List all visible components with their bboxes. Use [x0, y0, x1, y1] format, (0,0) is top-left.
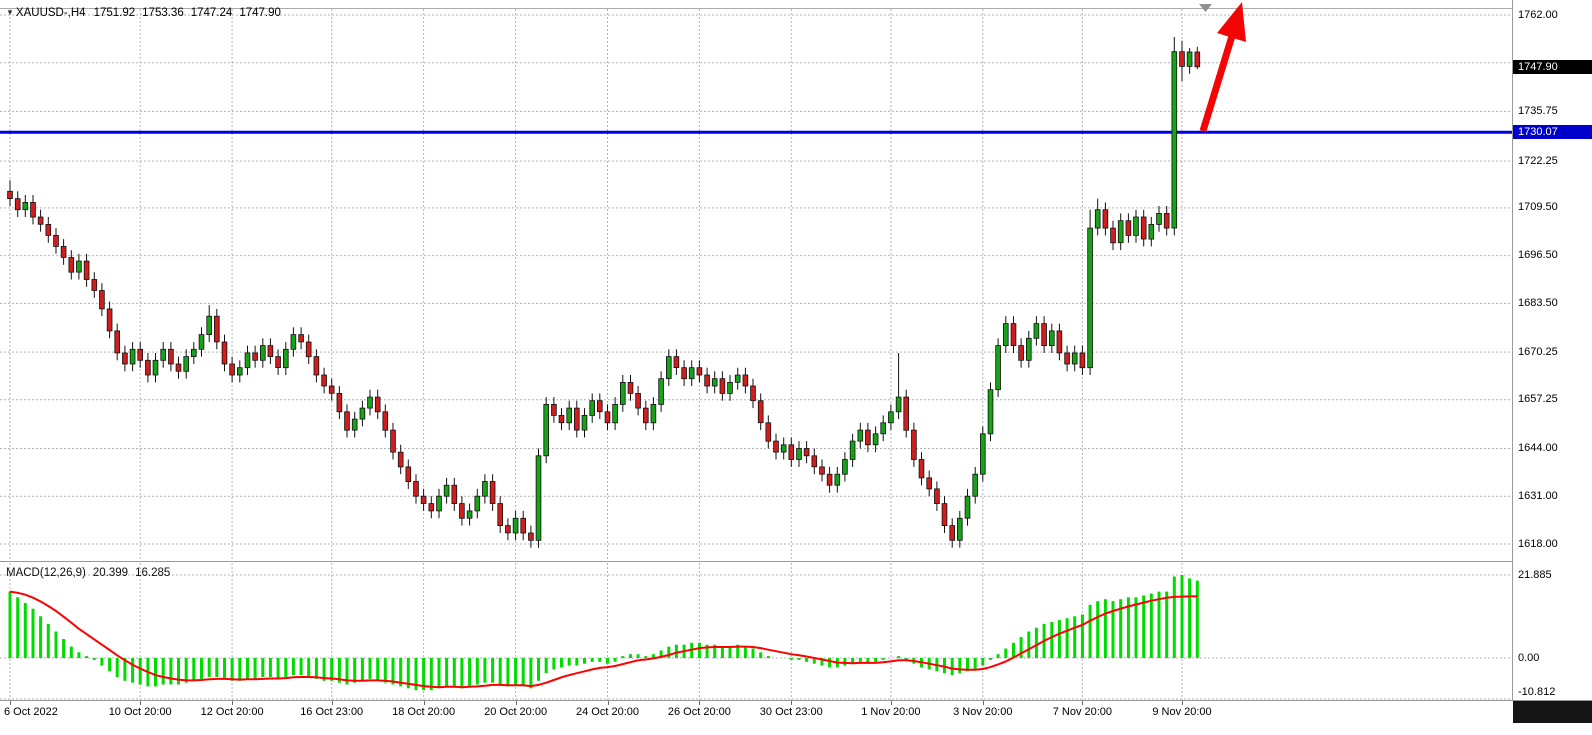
time-axis[interactable]: 6 Oct 2022 10 Oct 20:00 12 Oct 20:00 16 Oct… [0, 700, 1592, 723]
panel-separator[interactable] [0, 561, 1592, 562]
time-axis-label: 10 Oct 20:00 [108, 706, 172, 718]
time-axis-label: 9 Nov 20:00 [1152, 706, 1212, 718]
price-gridlines [0, 14, 1512, 545]
time-axis-tick [1082, 701, 1084, 705]
price-axis-label: 1722.25 [1518, 154, 1558, 167]
ohlc-low-value: 1747.24 [190, 7, 233, 19]
price-axis-label: 1709.50 [1518, 201, 1558, 214]
macd-axis-label: 0.00 [1518, 651, 1540, 664]
chart-frame-line [0, 8, 1592, 9]
chart-shift-marker-icon[interactable] [1199, 4, 1212, 12]
time-axis-label: 6 Oct 2022 [4, 706, 58, 718]
main-chart-area[interactable] [0, 0, 1512, 562]
time-axis-tick [232, 701, 234, 705]
time-axis-tick [423, 701, 425, 705]
time-axis-label: 24 Oct 20:00 [576, 706, 639, 718]
price-axis-label: 1657.25 [1518, 393, 1558, 406]
macd-gridlines [0, 563, 1512, 700]
time-axis-tick [10, 701, 11, 705]
time-axis-tick [791, 701, 793, 705]
axis-corner [1513, 701, 1592, 723]
macd-histogram [8, 575, 1199, 691]
price-axis-label: 1618.00 [1518, 537, 1558, 550]
time-axis-label: 16 Oct 23:00 [300, 706, 364, 718]
time-gridlines [9, 9, 1183, 562]
symbol-timeframe-label: XAUUSD-,H4 [15, 7, 86, 19]
macd-axis-label: 21.885 [1518, 568, 1552, 581]
macd-main-value: 20.399 [92, 567, 129, 579]
current-price-tag: 1747.90 [1513, 59, 1592, 74]
price-axis-label: 1683.50 [1518, 296, 1558, 309]
time-axis-tick [607, 701, 609, 705]
time-axis-tick [890, 701, 892, 705]
time-axis-label: 20 Oct 20:00 [484, 706, 548, 718]
time-axis-tick [515, 701, 517, 705]
price-axis-label: 1735.75 [1518, 104, 1558, 117]
time-axis-tick [1182, 701, 1183, 705]
chevron-down-icon[interactable]: ▼ [6, 8, 14, 17]
macd-signal-line [9, 590, 1198, 689]
trend-arrow[interactable] [1199, 2, 1246, 133]
price-axis-label: 1696.50 [1518, 249, 1558, 262]
price-axis-label: 1762.00 [1518, 8, 1558, 21]
macd-indicator-panel[interactable] [0, 563, 1512, 700]
price-axis-label: 1644.00 [1518, 442, 1558, 454]
time-axis-label: 26 Oct 20:00 [667, 706, 731, 718]
time-axis-label: 3 Nov 20:00 [953, 706, 1013, 718]
time-axis-label: 12 Oct 20:00 [200, 706, 264, 718]
candlestick-series [7, 37, 1201, 548]
macd-signal-value: 16.285 [135, 567, 171, 579]
ohlc-open-value: 1751.92 [93, 7, 136, 19]
time-axis-label: 30 Oct 23:00 [759, 706, 823, 718]
time-axis-tick [331, 701, 333, 705]
ohlc-close-value: 1747.90 [239, 7, 281, 19]
hline-price-tag: 1730.07 [1513, 125, 1592, 140]
macd-axis-label: -10.812 [1518, 686, 1556, 698]
price-axis[interactable]: 1762.00 1735.75 1722.25 1709.50 1696.50 1683.… [1512, 0, 1592, 700]
time-axis-tick [699, 701, 701, 705]
time-axis-label: 1 Nov 20:00 [861, 706, 921, 718]
macd-indicator-label: MACD(12,26,9) 20.399 16.285 [6, 567, 177, 579]
ohlc-high-value: 1753.36 [142, 7, 184, 19]
time-axis-label: 18 Oct 20:00 [392, 706, 456, 718]
time-axis-tick [982, 701, 984, 705]
price-axis-label: 1631.00 [1518, 489, 1558, 502]
time-axis-tick [140, 701, 142, 705]
chart-header: ▼ XAUUSD-,H4 1751.92 1753.36 1747.24 1747.90 [6, 7, 288, 19]
time-axis-label: 7 Nov 20:00 [1052, 706, 1113, 718]
price-axis-label: 1670.25 [1518, 345, 1558, 358]
macd-name: MACD(12,26,9) [6, 567, 86, 579]
